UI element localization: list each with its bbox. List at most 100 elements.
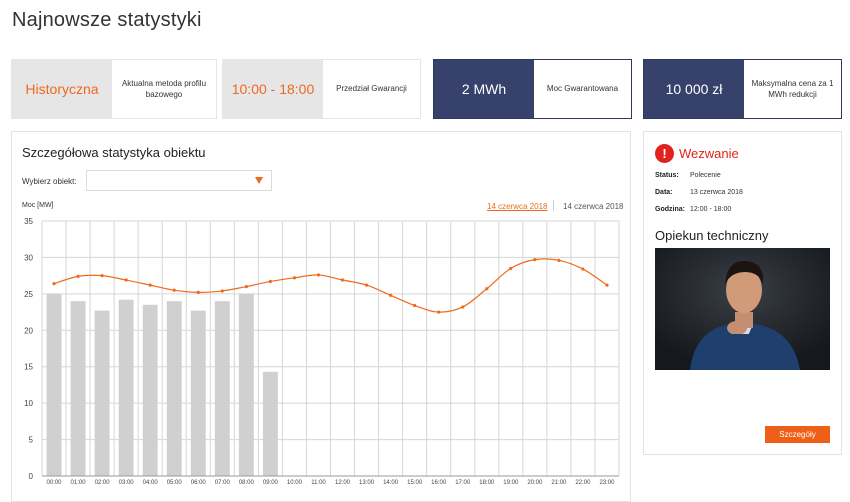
line-point: [172, 288, 176, 292]
x-tick-label: 00:00: [47, 480, 63, 486]
x-tick-label: 20:00: [527, 480, 543, 486]
time-value: 12:00 - 18:00: [690, 206, 732, 213]
line-point: [220, 289, 224, 293]
card-value: 10 000 zł: [644, 60, 744, 118]
x-tick-label: 05:00: [167, 480, 183, 486]
card-max-price: 10 000 zł Maksymalna cena za 1 MWh reduk…: [643, 59, 842, 119]
object-select[interactable]: [86, 170, 272, 191]
line-point: [100, 274, 104, 278]
line-point: [509, 266, 513, 270]
card-value: 10:00 - 18:00: [223, 60, 323, 118]
stats-title: Szczegółowa statystyka obiektu: [22, 145, 206, 160]
y-tick-label: 10: [24, 399, 33, 408]
time-key: Godzina:: [655, 206, 685, 213]
x-tick-label: 03:00: [119, 480, 135, 486]
x-tick-label: 21:00: [551, 480, 567, 486]
x-tick-label: 19:00: [503, 480, 519, 486]
x-tick-label: 08:00: [239, 480, 255, 486]
x-tick-label: 07:00: [215, 480, 231, 486]
bar: [262, 371, 278, 476]
card-label: Moc Gwarantowana: [546, 84, 619, 94]
x-tick-label: 15:00: [407, 480, 423, 486]
line-point: [316, 273, 321, 277]
x-tick-label: 17:00: [455, 480, 471, 486]
line-point: [124, 278, 128, 282]
y-tick-label: 0: [29, 472, 34, 481]
exclamation-icon: !: [655, 144, 674, 163]
line-point: [413, 303, 417, 308]
date-value: 13 czerwca 2018: [690, 189, 743, 196]
page-title: Najnowsze statystyki: [12, 9, 202, 31]
bar: [142, 304, 158, 476]
y-tick-label: 30: [24, 253, 33, 262]
line-point: [364, 283, 369, 287]
line-point: [148, 283, 152, 287]
x-tick-label: 04:00: [143, 480, 159, 486]
card-guaranteed-power: 2 MWh Moc Gwarantowana: [433, 59, 632, 119]
x-tick-label: 06:00: [191, 480, 207, 486]
line-point: [533, 258, 537, 262]
object-select-label: Wybierz obiekt:: [22, 177, 77, 186]
line-point: [437, 310, 441, 314]
line-point: [581, 267, 585, 271]
x-tick-label: 12:00: [335, 480, 351, 486]
x-tick-label: 02:00: [95, 480, 111, 486]
contact-photo: [655, 248, 830, 370]
card-guarantee-range: 10:00 - 18:00 Przedział Gwarancji: [222, 59, 421, 119]
bar: [214, 301, 230, 476]
line-point: [76, 274, 80, 278]
x-tick-label: 18:00: [479, 480, 495, 486]
bar: [166, 301, 182, 476]
status-value: Polecenie: [690, 172, 721, 179]
date-separator: [553, 200, 554, 211]
line-point: [268, 279, 272, 284]
person-portrait-icon: [655, 248, 830, 370]
bar: [238, 293, 254, 476]
y-tick-label: 25: [24, 290, 33, 299]
status-key: Status:: [655, 172, 679, 179]
card-value: Historyczna: [12, 60, 112, 118]
line-point: [461, 305, 465, 309]
x-tick-label: 14:00: [383, 480, 399, 486]
line-point: [340, 278, 345, 282]
bar: [190, 310, 206, 476]
x-tick-label: 23:00: [599, 480, 615, 486]
x-tick-label: 09:00: [263, 480, 279, 486]
x-tick-label: 16:00: [431, 480, 447, 486]
x-tick-label: 01:00: [71, 480, 87, 486]
line-point: [52, 282, 56, 286]
y-tick-label: 20: [24, 326, 33, 335]
x-tick-label: 11:00: [311, 480, 326, 486]
line-point: [605, 283, 609, 287]
y-tick-label: 5: [29, 436, 34, 445]
alert-title: Wezwanie: [679, 146, 739, 161]
date-link-active[interactable]: 14 czerwca 2018: [487, 202, 548, 211]
y-tick-label: 15: [24, 363, 33, 372]
card-value: 2 MWh: [434, 60, 534, 118]
series-line: [53, 258, 608, 313]
card-label: Aktualna metoda profilu bazowego: [121, 78, 207, 99]
date-other[interactable]: 14 czerwca 2018: [563, 202, 624, 211]
line-point: [244, 284, 248, 289]
bar: [118, 299, 134, 476]
line-point: [485, 287, 489, 291]
x-tick-label: 10:00: [287, 480, 303, 486]
line-point: [389, 293, 393, 297]
x-tick-label: 13:00: [359, 480, 375, 486]
card-label: Przedział Gwarancji: [336, 84, 407, 94]
x-tick-label: 22:00: [575, 480, 591, 486]
y-axis-label: Moc [MW]: [22, 202, 54, 209]
chevron-down-icon: [255, 177, 263, 184]
bar: [70, 301, 86, 476]
line-point: [196, 290, 200, 294]
bar: [94, 310, 110, 476]
details-button[interactable]: Szczegóły: [765, 426, 830, 443]
bar: [46, 293, 62, 476]
contact-title: Opiekun techniczny: [655, 228, 769, 243]
date-key: Data:: [655, 189, 673, 196]
card-profile-method: Historyczna Aktualna metoda profilu bazo…: [11, 59, 217, 119]
line-point: [557, 258, 561, 262]
card-label: Maksymalna cena za 1 MWh redukcji: [751, 78, 834, 99]
y-tick-label: 35: [24, 217, 33, 226]
